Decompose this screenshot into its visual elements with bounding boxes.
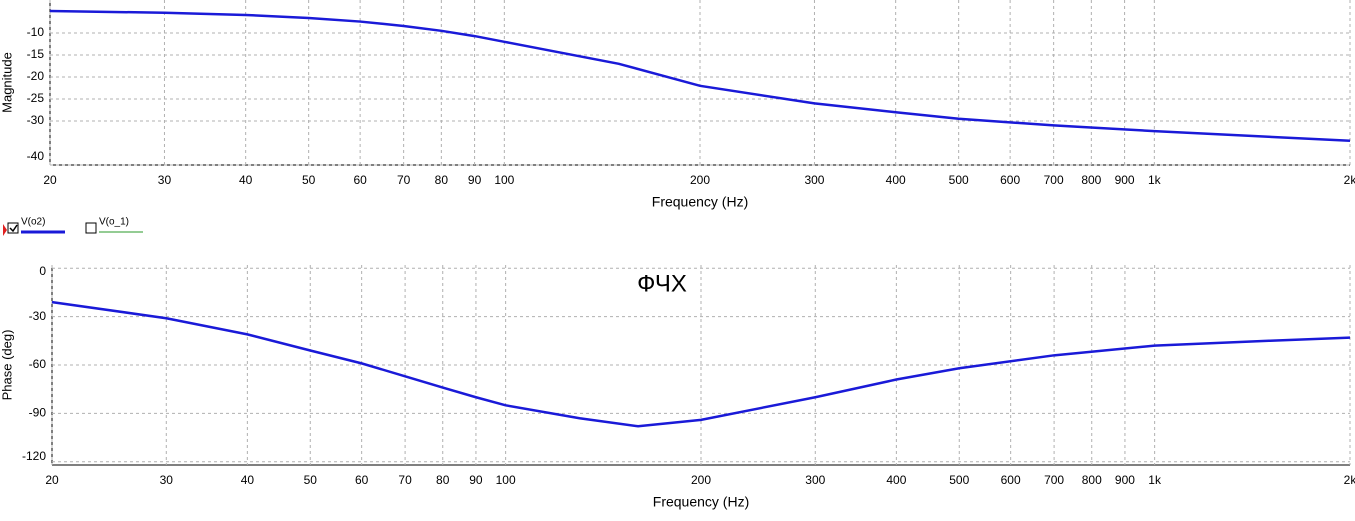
x-tick-label: 300 xyxy=(805,473,825,487)
x-tick-label: 500 xyxy=(949,473,969,487)
x-tick-label: 20 xyxy=(45,473,59,487)
x-tick-label: 500 xyxy=(949,173,969,187)
x-tick-label: 90 xyxy=(469,473,483,487)
x-tick-label: 2k xyxy=(1344,473,1355,487)
x-tick-label: 200 xyxy=(690,173,710,187)
x-tick-label: 80 xyxy=(435,173,449,187)
x-tick-label: 90 xyxy=(468,173,482,187)
y-tick-label: -25 xyxy=(27,91,45,105)
y-tick-label: 0 xyxy=(39,264,46,278)
x-tick-label: 900 xyxy=(1115,473,1135,487)
x-tick-label: 700 xyxy=(1044,173,1064,187)
y-tick-label: -10 xyxy=(27,25,45,39)
x-tick-label: 600 xyxy=(1000,173,1020,187)
x-tick-label: 800 xyxy=(1081,173,1101,187)
x-tick-label: 200 xyxy=(691,473,711,487)
x-tick-label: 100 xyxy=(496,473,516,487)
y-tick-label: -90 xyxy=(29,406,47,420)
legend-checkbox xyxy=(7,222,19,234)
x-tick-label: 20 xyxy=(43,173,57,187)
x-tick-label: 50 xyxy=(304,473,318,487)
y-axis-label: Magnitude xyxy=(0,52,14,113)
x-tick-label: 100 xyxy=(494,173,514,187)
legend-checkbox xyxy=(85,222,97,234)
x-tick-label: 40 xyxy=(239,173,253,187)
x-axis-label: Frequency (Hz) xyxy=(653,494,749,510)
x-tick-label: 700 xyxy=(1044,473,1064,487)
x-tick-label: 70 xyxy=(397,173,411,187)
chart-title: ФЧХ xyxy=(637,270,687,297)
x-tick-label: 900 xyxy=(1115,173,1135,187)
x-tick-label: 80 xyxy=(436,473,450,487)
selection-marker xyxy=(3,224,7,236)
x-tick-label: 70 xyxy=(398,473,412,487)
x-tick-label: 400 xyxy=(886,473,906,487)
x-tick-label: 600 xyxy=(1001,473,1021,487)
legend-label: V(o_1) xyxy=(99,217,129,228)
legend-label: V(o2) xyxy=(21,217,45,228)
x-tick-label: 800 xyxy=(1082,473,1102,487)
x-tick-label: 2k xyxy=(1344,173,1355,187)
y-tick-label: -120 xyxy=(22,449,46,463)
x-tick-label: 60 xyxy=(353,173,367,187)
x-tick-label: 300 xyxy=(804,173,824,187)
y-tick-label: -30 xyxy=(29,309,47,323)
x-tick-label: 60 xyxy=(355,473,369,487)
x-tick-label: 400 xyxy=(886,173,906,187)
y-tick-label: -20 xyxy=(27,69,45,83)
x-tick-label: 30 xyxy=(158,173,172,187)
y-tick-label: -40 xyxy=(27,149,45,163)
line-series xyxy=(51,300,1351,428)
x-tick-label: 30 xyxy=(160,473,174,487)
y-tick-label: -60 xyxy=(29,357,47,371)
x-tick-label: 50 xyxy=(302,173,316,187)
check-mark xyxy=(9,224,18,233)
x-tick-label: 40 xyxy=(241,473,255,487)
y-tick-label: -15 xyxy=(27,47,45,61)
x-tick-label: 1k xyxy=(1148,173,1162,187)
y-axis-label: Phase (deg) xyxy=(0,330,14,401)
x-tick-label: 1k xyxy=(1148,473,1162,487)
y-tick-label: -30 xyxy=(27,113,45,127)
x-axis-label: Frequency (Hz) xyxy=(652,194,748,210)
line-series xyxy=(49,9,1351,143)
